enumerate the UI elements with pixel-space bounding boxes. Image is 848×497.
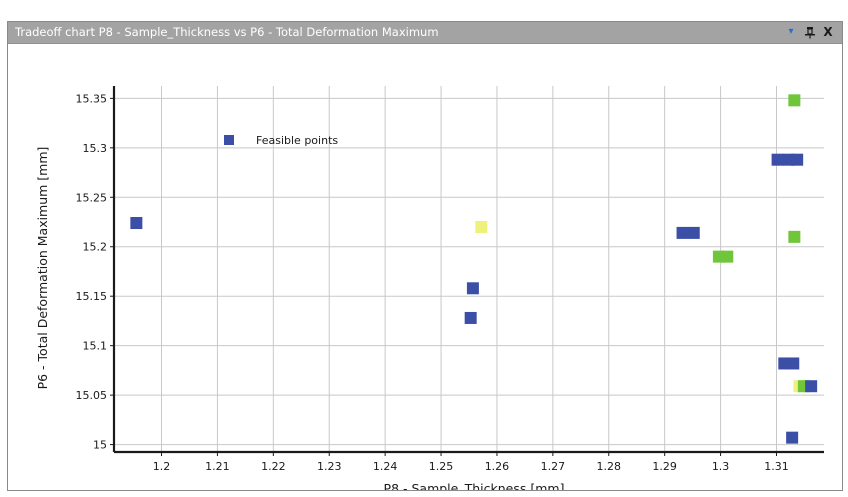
data-point [687, 226, 700, 239]
dropdown-menu-icon[interactable]: ▾ [788, 26, 794, 37]
legend-swatch [224, 135, 234, 145]
data-point [791, 153, 804, 166]
x-tick-label: 1.27 [541, 460, 566, 473]
x-tick-label: 1.28 [597, 460, 622, 473]
legend-label: Feasible points [256, 134, 338, 147]
x-tick-label: 1.21 [205, 460, 230, 473]
x-tick-label: 1.26 [485, 460, 510, 473]
data-point [130, 217, 143, 230]
y-tick-label: 15.25 [76, 191, 108, 204]
data-points [130, 94, 818, 444]
y-tick-label: 15.05 [76, 389, 108, 402]
x-tick-label: 1.2 [153, 460, 171, 473]
tradeoff-scatter-chart: 1.2 1.21 1.22 1.23 1.24 1.25 1.26 1.27 1.28 1.29 1… [35, 86, 824, 490]
tick-labels: 1.2 1.21 1.22 1.23 1.24 1.25 1.26 1.27 1.28 1.29 1… [76, 92, 789, 473]
data-point [805, 380, 818, 393]
x-tick-label: 1.24 [373, 460, 398, 473]
data-point [466, 282, 479, 295]
data-point [771, 153, 784, 166]
x-tick-label: 1.29 [652, 460, 677, 473]
data-point [787, 357, 800, 370]
data-point [786, 431, 799, 444]
x-tick-label: 1.31 [764, 460, 789, 473]
grid-lines [114, 86, 824, 452]
y-tick-label: 15.15 [76, 290, 108, 303]
y-tick-label: 15 [93, 439, 107, 452]
pin-icon[interactable] [802, 24, 818, 40]
y-axis-title: P6 - Total Deformation Maximum [mm] [35, 147, 50, 390]
chart-legend: Feasible points [224, 134, 338, 147]
data-point [788, 94, 801, 107]
x-tick-label: 1.25 [429, 460, 454, 473]
x-tick-label: 1.22 [261, 460, 286, 473]
close-icon[interactable]: X [823, 25, 833, 39]
data-point [475, 220, 488, 233]
chart-axes [110, 86, 824, 456]
tradeoff-chart-panel: Tradeoff chart P8 - Sample_Thickness vs … [7, 21, 843, 491]
panel-title: Tradeoff chart P8 - Sample_Thickness vs … [15, 25, 439, 39]
x-tick-label: 1.23 [317, 460, 342, 473]
data-point [721, 250, 734, 263]
x-axis-title: P8 - Sample_Thickness [mm] [384, 481, 565, 490]
data-point [788, 230, 801, 243]
y-tick-label: 15.2 [83, 241, 108, 254]
data-point [464, 311, 477, 324]
panel-titlebar: Tradeoff chart P8 - Sample_Thickness vs … [8, 22, 842, 44]
y-tick-label: 15.1 [83, 340, 108, 353]
y-tick-label: 15.35 [76, 92, 108, 105]
x-tick-label: 1.3 [712, 460, 730, 473]
y-tick-label: 15.3 [83, 142, 108, 155]
data-point [676, 226, 689, 239]
